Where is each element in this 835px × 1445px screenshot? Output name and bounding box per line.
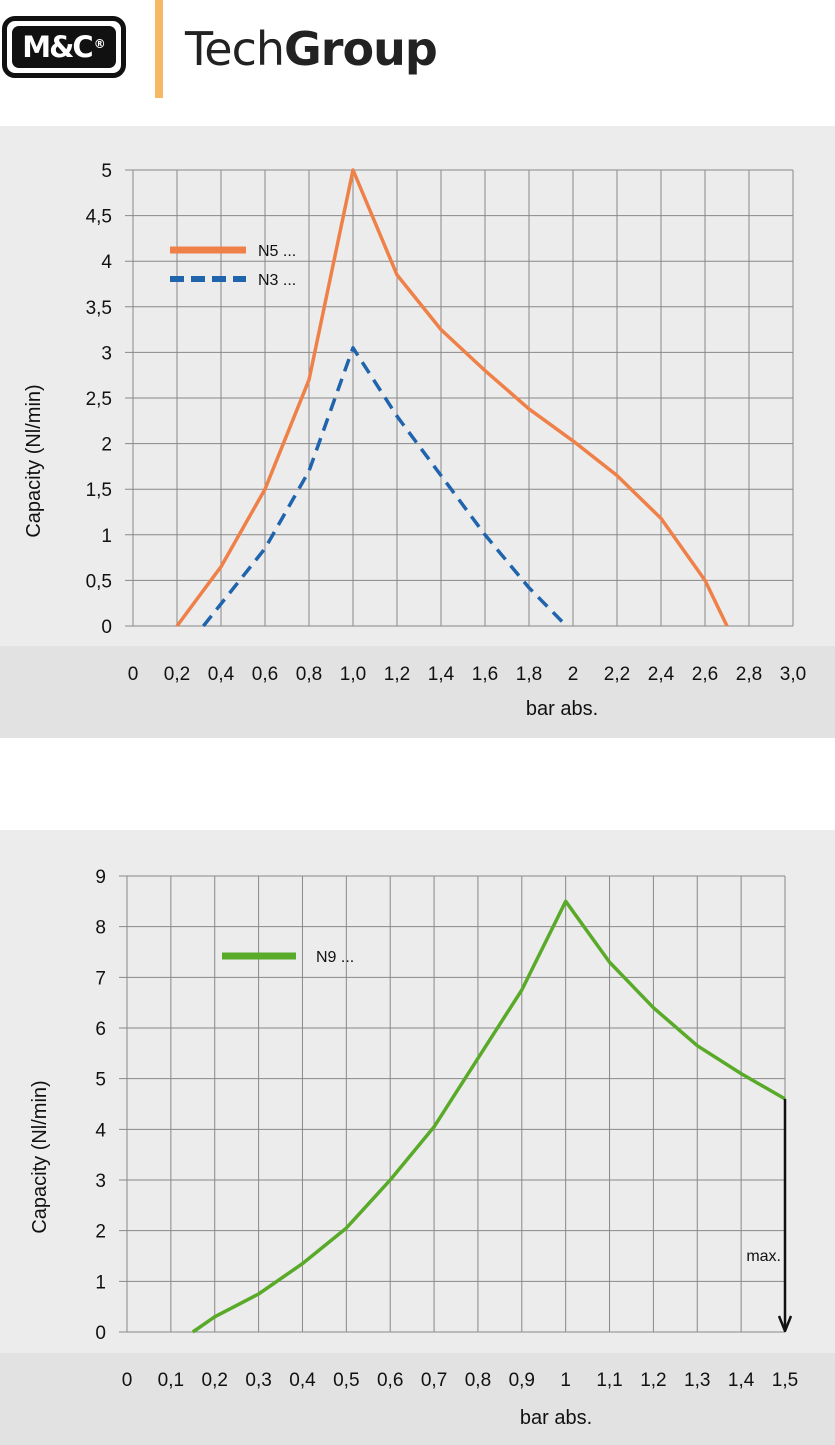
header: M&C ® TechGroup bbox=[0, 0, 835, 110]
x-tick-label: 0,8 bbox=[296, 664, 322, 685]
y-tick-label: 2,5 bbox=[86, 389, 112, 410]
x-axis-band bbox=[0, 1353, 835, 1445]
y-tick-label: 4,5 bbox=[86, 207, 112, 228]
x-tick-label: 1,4 bbox=[728, 1370, 755, 1391]
legend-label-1: N5 ... bbox=[258, 243, 296, 260]
y-tick-label: 3,5 bbox=[86, 298, 112, 319]
y-tick-label: 2 bbox=[101, 435, 112, 456]
x-tick-label: 0,7 bbox=[421, 1370, 447, 1391]
x-tick-label: 3,0 bbox=[780, 664, 806, 685]
max-arrow-head bbox=[777, 1315, 793, 1333]
x-tick-label: 0 bbox=[128, 664, 139, 685]
logo-divider-bar bbox=[155, 0, 163, 98]
x-tick-label: 1,4 bbox=[428, 664, 455, 685]
y-tick-label: 9 bbox=[95, 867, 106, 888]
x-tick-label: 0,4 bbox=[208, 664, 235, 685]
x-axis-title: bar abs. bbox=[520, 1407, 592, 1429]
x-tick-label: 1,3 bbox=[684, 1370, 710, 1391]
y-tick-label: 7 bbox=[95, 968, 106, 989]
mc-logo-text: M&C bbox=[22, 30, 93, 64]
y-tick-label: 3 bbox=[101, 343, 112, 364]
x-tick-label: 2,4 bbox=[648, 664, 675, 685]
plot-background bbox=[0, 830, 835, 1353]
x-tick-label: 1,1 bbox=[596, 1370, 622, 1391]
brand-wordmark: TechGroup bbox=[185, 22, 438, 76]
x-tick-label: 0,2 bbox=[202, 1370, 228, 1391]
x-tick-label: 1,5 bbox=[772, 1370, 798, 1391]
y-tick-label: 0 bbox=[95, 1323, 106, 1344]
x-tick-label: 0,3 bbox=[245, 1370, 271, 1391]
y-tick-label: 3 bbox=[95, 1171, 106, 1192]
capacity-chart-n5-n3: 0 0,5 1 1,5 2 2,5 3 3,5 4 4,5 5 0 0,2 0,4 0,6 0,8 1,0 1,2… bbox=[0, 126, 835, 738]
brand-text-bold: Group bbox=[284, 22, 438, 76]
x-axis-band bbox=[0, 646, 835, 738]
mc-logo-badge: M&C ® bbox=[12, 26, 116, 68]
x-axis-title: bar abs. bbox=[526, 698, 598, 720]
series-line-1 bbox=[191, 899, 786, 1334]
x-tick-label: 0,9 bbox=[509, 1370, 535, 1391]
x-tick-label: 0,5 bbox=[333, 1370, 359, 1391]
x-tick-label: 2,2 bbox=[604, 664, 630, 685]
mc-logo: M&C ® bbox=[2, 16, 126, 78]
x-tick-label: 1,6 bbox=[472, 664, 498, 685]
y-tick-label: 2 bbox=[95, 1222, 106, 1243]
capacity-chart-n9: 0 1 2 3 4 5 6 7 8 9 0 0,1 0,2 0,3 0,4 0,5 0,6 0,7 0,8 0,9 1 1… bbox=[0, 830, 835, 1445]
registered-mark: ® bbox=[93, 37, 106, 51]
y-tick-label: 4 bbox=[101, 252, 112, 273]
y-tick-label: 8 bbox=[95, 918, 106, 939]
y-axis-title: Capacity (Nl/min) bbox=[29, 1080, 51, 1233]
y-tick-label: 1,5 bbox=[86, 480, 112, 501]
x-tick-label: 2,6 bbox=[692, 664, 718, 685]
legend-label-2: N3 ... bbox=[258, 272, 296, 289]
y-tick-label: 5 bbox=[95, 1070, 106, 1091]
x-tick-label: 1,8 bbox=[516, 664, 542, 685]
y-tick-label: 0,5 bbox=[86, 571, 112, 592]
brand-text-light: Tech bbox=[185, 22, 285, 76]
y-axis-title: Capacity (Nl/min) bbox=[23, 384, 45, 537]
x-tick-label: 2,8 bbox=[736, 664, 762, 685]
y-tick-label: 0 bbox=[101, 617, 112, 638]
legend-label-1: N9 ... bbox=[316, 949, 354, 966]
x-tick-label: 0,8 bbox=[465, 1370, 491, 1391]
x-tick-label: 0 bbox=[122, 1370, 133, 1391]
x-tick-label: 1 bbox=[560, 1370, 571, 1391]
plot-background bbox=[0, 126, 835, 646]
y-tick-label: 1 bbox=[101, 526, 112, 547]
series-line-1 bbox=[175, 168, 729, 628]
y-tick-label: 4 bbox=[95, 1120, 106, 1141]
max-annotation: max. bbox=[746, 1248, 781, 1265]
y-tick-label: 5 bbox=[101, 161, 112, 182]
x-tick-label: 1,2 bbox=[640, 1370, 666, 1391]
x-tick-label: 0,6 bbox=[252, 664, 278, 685]
x-tick-label: 0,1 bbox=[158, 1370, 184, 1391]
x-tick-label: 0,6 bbox=[377, 1370, 403, 1391]
x-tick-label: 2 bbox=[568, 664, 579, 685]
x-tick-label: 1,2 bbox=[384, 664, 410, 685]
y-tick-label: 6 bbox=[95, 1019, 106, 1040]
x-tick-label: 0,4 bbox=[289, 1370, 316, 1391]
series-line-2 bbox=[202, 346, 568, 628]
x-tick-label: 1,0 bbox=[340, 664, 366, 685]
x-tick-label: 0,2 bbox=[164, 664, 190, 685]
y-tick-label: 1 bbox=[95, 1272, 106, 1293]
